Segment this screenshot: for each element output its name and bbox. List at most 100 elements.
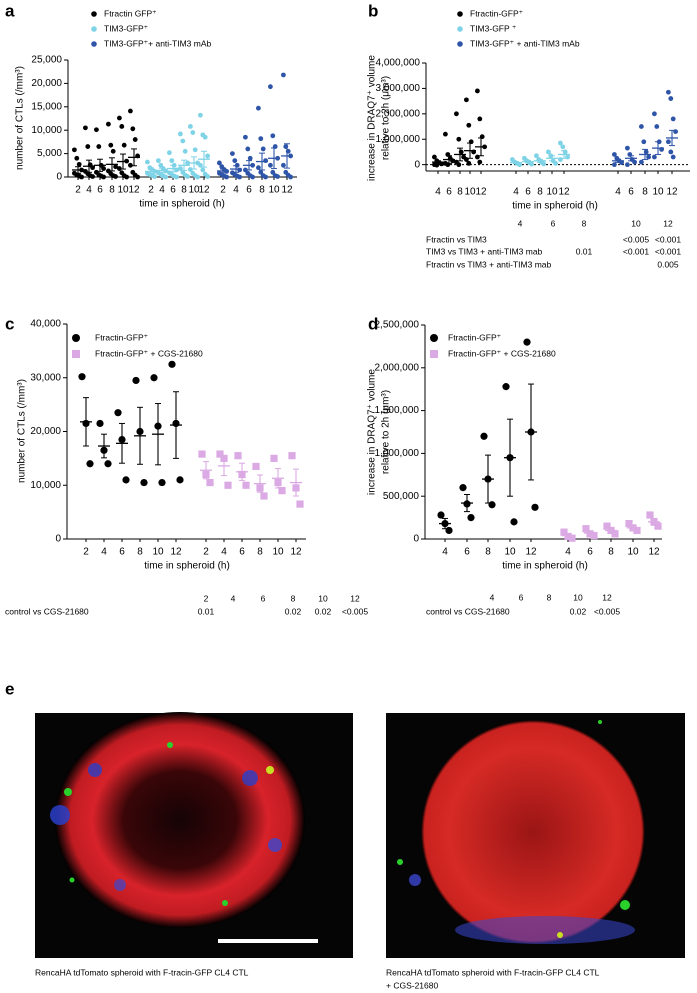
data-point bbox=[182, 148, 188, 154]
legend-label: TIM3-GFP⁺ bbox=[104, 23, 148, 33]
data-point bbox=[654, 124, 660, 129]
data-point bbox=[202, 134, 208, 140]
data-point bbox=[670, 154, 676, 160]
data-point bbox=[534, 153, 539, 159]
stats-row-label: Ftractin vs TIM3 bbox=[426, 234, 487, 244]
x-tick-label: 6 bbox=[464, 547, 470, 558]
stats-column: 8 bbox=[291, 593, 296, 603]
stats-value: <0.005 bbox=[594, 606, 621, 616]
data-point bbox=[633, 526, 641, 535]
data-point bbox=[90, 174, 95, 179]
y-tick-label: 15,000 bbox=[31, 101, 62, 112]
y-tick-label: 0 bbox=[56, 172, 62, 183]
stats-column: 8 bbox=[582, 218, 587, 228]
data-point bbox=[110, 148, 116, 154]
stats-column: 4 bbox=[231, 593, 236, 603]
data-point bbox=[296, 500, 304, 508]
x-tick-label: 12 bbox=[525, 547, 537, 558]
stats-value: <0.001 bbox=[655, 234, 682, 244]
y-tick-label: 500,000 bbox=[383, 491, 420, 502]
data-point bbox=[79, 174, 84, 180]
legend-label: Ftractin GFP⁺ bbox=[104, 8, 157, 18]
stats-row-label: TIM3 vs TIM3 + anti-TIM3 mab bbox=[426, 246, 543, 256]
x-tick-label: 10 bbox=[272, 547, 284, 558]
legend-label: Ftractin-GFP⁺ bbox=[95, 332, 148, 342]
legend-label: TIM3-GFP⁺+ anti-TIM3 mAb bbox=[104, 38, 211, 48]
legend-marker bbox=[430, 334, 438, 342]
y-tick-label: 1,500,000 bbox=[375, 405, 420, 416]
data-point bbox=[502, 383, 510, 391]
data-point bbox=[185, 160, 191, 166]
x-tick-label: 6 bbox=[446, 187, 452, 198]
x-tick-label: 10 bbox=[464, 187, 476, 198]
x-tick-label: 2 bbox=[220, 185, 226, 196]
y-axis-label: relative to 2h (μm³) bbox=[381, 76, 392, 160]
data-point bbox=[488, 501, 496, 509]
x-tick-label: 2 bbox=[75, 185, 81, 196]
data-point bbox=[230, 151, 235, 157]
data-point bbox=[237, 174, 243, 180]
data-point bbox=[666, 139, 671, 145]
data-point bbox=[113, 164, 118, 170]
data-point bbox=[85, 144, 91, 149]
legend-marker bbox=[430, 350, 438, 358]
stats-value: 0.02 bbox=[570, 606, 587, 616]
data-point bbox=[560, 144, 566, 150]
data-point bbox=[169, 158, 175, 164]
stats-row-label: control vs CGS-21680 bbox=[426, 606, 510, 616]
legend-marker bbox=[457, 26, 463, 32]
y-tick-label: 10,000 bbox=[30, 480, 61, 491]
y-tick-label: 0 bbox=[413, 534, 419, 545]
data-point bbox=[130, 126, 136, 132]
stats-value: 0.02 bbox=[285, 606, 302, 616]
data-point bbox=[553, 160, 558, 166]
data-point bbox=[480, 432, 488, 440]
y-axis-label: number of CTLs (/mm³) bbox=[15, 66, 26, 170]
data-point bbox=[546, 149, 551, 155]
data-point bbox=[140, 478, 148, 487]
stats-row-label: Ftractin vs TIM3 + anti-TIM3 mab bbox=[426, 259, 552, 269]
data-point bbox=[256, 105, 261, 111]
y-tick-label: 0 bbox=[55, 534, 61, 545]
data-point bbox=[206, 478, 214, 487]
data-point bbox=[198, 162, 203, 168]
data-point bbox=[611, 530, 619, 538]
stats-column: 10 bbox=[573, 592, 583, 602]
stats-column: 2 bbox=[204, 593, 209, 603]
data-point bbox=[242, 481, 250, 489]
stats-column: 4 bbox=[490, 592, 495, 602]
x-tick-label: 2 bbox=[83, 547, 89, 558]
stats-column: 10 bbox=[318, 593, 328, 603]
data-point bbox=[135, 174, 141, 180]
x-tick-label: 2 bbox=[148, 185, 154, 196]
data-point bbox=[475, 88, 480, 94]
legend-marker bbox=[91, 41, 97, 47]
data-point bbox=[268, 84, 273, 90]
data-point bbox=[263, 174, 268, 180]
data-point bbox=[652, 111, 657, 117]
x-tick-label: 4 bbox=[615, 187, 621, 198]
data-point bbox=[641, 139, 647, 145]
x-tick-label: 8 bbox=[259, 185, 265, 196]
data-point bbox=[132, 376, 140, 385]
data-point bbox=[454, 111, 459, 117]
x-tick-label: 12 bbox=[475, 187, 487, 198]
data-point bbox=[188, 124, 193, 129]
stats-column: 6 bbox=[551, 218, 556, 228]
x-tick-label: 4 bbox=[101, 547, 107, 558]
caption: RencaHA tdTomato spheroid with F-tracin-… bbox=[35, 967, 249, 977]
data-point bbox=[124, 174, 129, 180]
data-point bbox=[122, 476, 130, 484]
x-tick-label: 4 bbox=[565, 547, 571, 558]
data-point bbox=[108, 142, 114, 148]
panel-letter: b bbox=[368, 1, 378, 20]
data-point bbox=[247, 155, 253, 161]
data-point bbox=[477, 116, 483, 122]
data-point bbox=[263, 158, 268, 164]
x-tick-label: 10 bbox=[268, 185, 280, 196]
y-tick-label: 4,000,000 bbox=[376, 58, 421, 69]
data-point bbox=[101, 166, 106, 171]
x-tick-label: 10 bbox=[188, 185, 200, 196]
y-tick-label: 25,000 bbox=[31, 55, 62, 66]
legend-label: Ftractin-GFP⁺ bbox=[470, 8, 523, 18]
